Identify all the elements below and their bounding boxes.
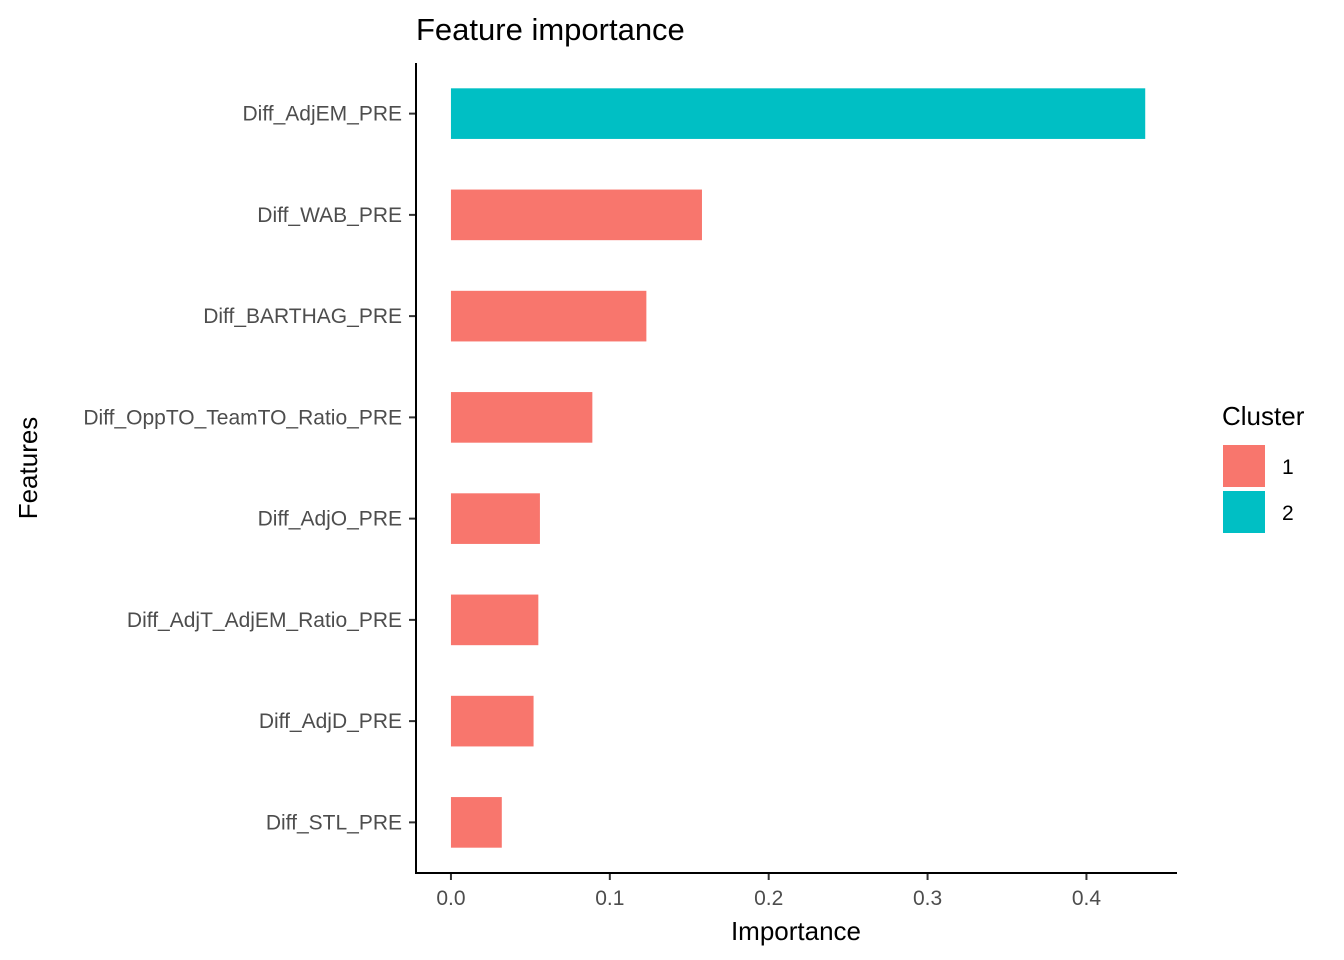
x-tick-label: 0.0 xyxy=(436,887,465,910)
y-tick-label: Diff_STL_PRE xyxy=(266,811,402,834)
legend-label-2: 2 xyxy=(1282,502,1294,525)
x-axis-ticks: 0.0 0.1 0.2 0.3 0.4 xyxy=(436,873,1101,910)
bar-Diff_BARTHAG_PRE xyxy=(450,290,647,342)
y-tick-label: Diff_AdjO_PRE xyxy=(258,508,402,531)
y-tick-label: Diff_BARTHAG_PRE xyxy=(203,305,402,328)
bar-Diff_AdjEM_PRE xyxy=(450,88,1146,139)
y-tick-label: Diff_WAB_PRE xyxy=(257,204,402,227)
bar-Diff_WAB_PRE xyxy=(450,189,702,241)
bar-Diff_AdjT_AdjEM_Ratio_PRE xyxy=(450,594,539,646)
x-tick-label: 0.1 xyxy=(595,887,624,910)
legend-key-2 xyxy=(1223,491,1265,533)
x-tick-label: 0.3 xyxy=(913,887,942,910)
legend-key-1 xyxy=(1223,445,1265,487)
legend-items: 12 xyxy=(1223,445,1294,533)
y-axis-title: Features xyxy=(13,417,43,520)
legend-label-1: 1 xyxy=(1282,456,1294,479)
bar-Diff_OppTO_TeamTO_Ratio_PRE xyxy=(450,392,593,443)
bar-Diff_AdjD_PRE xyxy=(450,695,534,747)
bar-Diff_AdjO_PRE xyxy=(450,493,540,544)
legend-title: Cluster xyxy=(1222,401,1305,431)
y-axis-ticks: Diff_AdjEM_PRE Diff_WAB_PRE Diff_BARTHAG_P… xyxy=(83,103,416,834)
y-tick-label: Diff_AdjD_PRE xyxy=(259,710,402,733)
y-tick-label: Diff_AdjEM_PRE xyxy=(242,103,402,126)
x-axis-title: Importance xyxy=(731,916,861,946)
bars-group xyxy=(450,88,1146,848)
bar-Diff_STL_PRE xyxy=(450,797,502,848)
chart-title: Feature importance xyxy=(416,12,685,47)
y-tick-label: Diff_AdjT_AdjEM_Ratio_PRE xyxy=(127,609,402,632)
y-tick-label: Diff_OppTO_TeamTO_Ratio_PRE xyxy=(83,406,402,429)
x-tick-label: 0.4 xyxy=(1072,887,1102,910)
legend: Cluster 12 xyxy=(1222,401,1305,533)
x-tick-label: 0.2 xyxy=(754,887,783,910)
